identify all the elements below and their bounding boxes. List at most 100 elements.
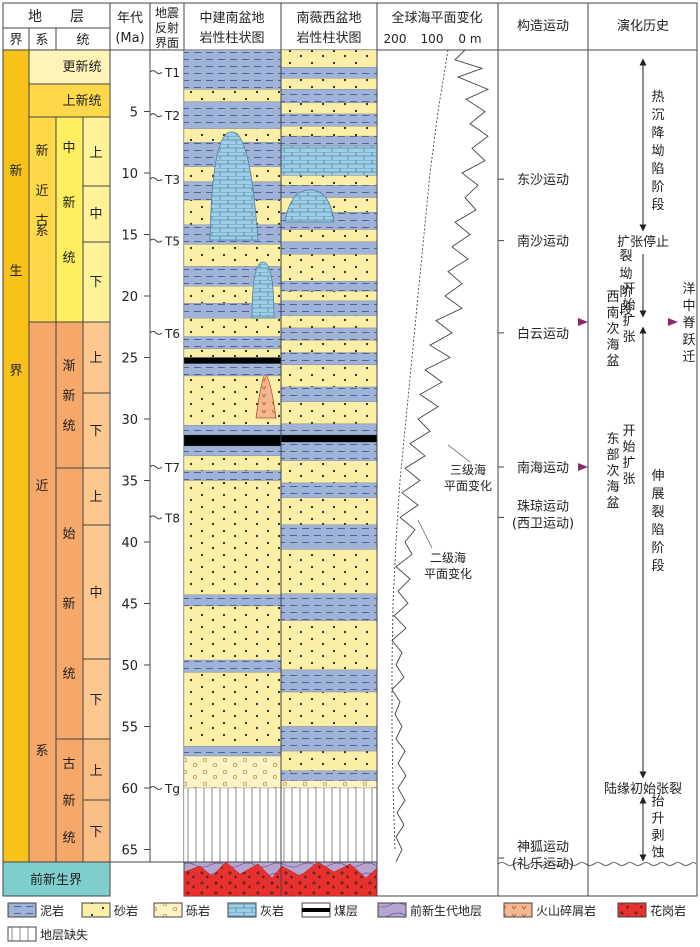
header-seismic-3: 界面 [155,36,179,50]
legend-label-gap: 地层缺失 [40,927,88,942]
evolution-extension-rift: 阶 [651,541,664,556]
label-paleocene: 新 [62,793,75,809]
zjn-layer-mud [183,336,282,350]
nwx-layer-mud [280,281,378,292]
label-neogene: 新 [35,143,48,159]
reflector-label: T5 [164,235,180,249]
tectonic-event-name: 东沙运动 [517,173,569,188]
nwx-layer-mud [280,770,378,781]
header-strata: 地 层 [28,9,84,25]
reflector-mark [149,70,163,75]
age-tick-label: 5 [130,106,138,121]
eocene-cell [55,467,84,740]
legend-swatch-gravel [153,902,183,918]
header-nwx-1: 南薇西盆地 [296,10,361,26]
nwx-layer-sand [280,175,378,186]
paleocene-lower-cell [82,799,111,863]
label-upper: 上 [89,490,102,505]
legend-label-lime: 灰岩 [260,903,284,918]
tectonic-event-name: 神狐运动 [517,840,569,855]
reflector-mark [149,177,163,182]
legend-swatch-volc [503,902,533,918]
sea-tick-0: 0 m [458,32,481,46]
label-miocene: 新 [62,195,75,211]
zjn-layer-sand [183,348,282,358]
evolution-extension-rift: 段 [651,559,664,574]
stratigraphy-columns: 更新统 上新统 上 中 下 上 下 上 中 下 上 下 前新生界 [2,49,111,897]
nwx-layer-mud [280,241,378,255]
label-paleogene: 近 [35,479,48,494]
label-upper: 上 [89,146,102,161]
zjn-layer-mud [183,594,282,607]
header-era: 界 [9,33,22,48]
nwx-layer-mud [280,593,378,621]
zjn-layer-sand [183,89,282,102]
zjn-layer-mud [183,424,282,436]
evolution-uplift: 蚀 [651,846,664,861]
evolution-ridge-jump: 洋 [682,282,695,297]
nwx-layer-sand [280,254,378,282]
age-axis: 5 10 15 20 25 30 35 40 45 50 55 60 65 T1 T2 T3 T5 T6 T7 T8 T… [109,49,185,863]
miocene-upper-cell [82,116,111,187]
evolution-rift-depression: 裂 [619,249,632,264]
header-zjn-2: 岩性柱状图 [199,31,264,46]
nwx-layer-sand [280,126,378,137]
age-tick-label: 30 [121,413,138,428]
evolution-sw-basin: 次 [606,321,619,337]
zjn-layer-coal [183,357,282,364]
reflector-mark [149,238,163,243]
zjn-limestone-pinnacle [251,261,275,319]
oligocene-lower-cell [82,392,111,469]
second-order-sea-level-line [391,49,449,850]
zjn-layer-sand [183,455,282,471]
label-lower: 下 [89,825,102,840]
evolution-extension-rift: 陷 [651,523,664,538]
legend-swatch-lime [227,902,257,918]
nwx-layer-sand [280,78,378,90]
age-tick-label: 60 [121,782,138,797]
nwx-layer-mud [280,300,378,316]
legend-label-gravel: 砾岩 [186,903,210,918]
label-paleogene: 古 [35,214,48,229]
reflector-label: T6 [164,327,180,341]
age-tick-label: 45 [121,598,138,613]
tectonic-event-name: 南海运动 [517,460,569,476]
evolution-east-basin-spreading: 开 [622,424,635,439]
nwx-layer-mud [280,327,378,341]
legend-swatch-mud [7,902,37,918]
evolution-spreading-stop: 扩张停止 [617,234,669,250]
zjn-volcanic-body [255,374,277,419]
legend-label-pre: 前新生代地层 [410,903,482,918]
zjn-layer-mud [183,363,282,377]
label-upper: 上 [89,351,102,366]
evolution-sw-basin-spreading: 开 [622,282,635,297]
nwx-layer-mud [280,67,378,79]
evolution-ridge-jump: 迁 [682,350,695,365]
nwx-layer-mud [280,524,378,550]
zjn-layer-mud [183,746,282,757]
label-pleistocene: 更新统 [62,59,101,75]
evolution-east-basin: 盆 [606,496,619,511]
evolution-east-basin-spreading: 张 [622,472,635,487]
evolution-extension-rift: 展 [651,487,664,502]
nwx-layer-mud [280,423,378,436]
zjn-layer-sand [183,672,282,747]
evolution-east-basin: 部 [606,448,619,463]
eocene-upper-cell [82,467,111,526]
unconformity-line [497,862,697,866]
zjn-layer-coal [183,434,282,447]
nwx-layer-mud [280,113,378,127]
header-seismic-1: 地震 [155,6,179,20]
age-tick-label: 10 [121,167,138,182]
age-tick-label: 15 [121,229,138,244]
reflector-label: T7 [164,461,180,475]
evolution-uplift: 剥 [651,829,664,844]
evolution-ridge-jump: 中 [682,299,695,314]
label-eocene: 始 [62,527,75,542]
legend-label-coal: 煤层 [334,904,358,918]
label-middle: 中 [89,586,102,601]
reflector-label: T3 [164,173,180,187]
